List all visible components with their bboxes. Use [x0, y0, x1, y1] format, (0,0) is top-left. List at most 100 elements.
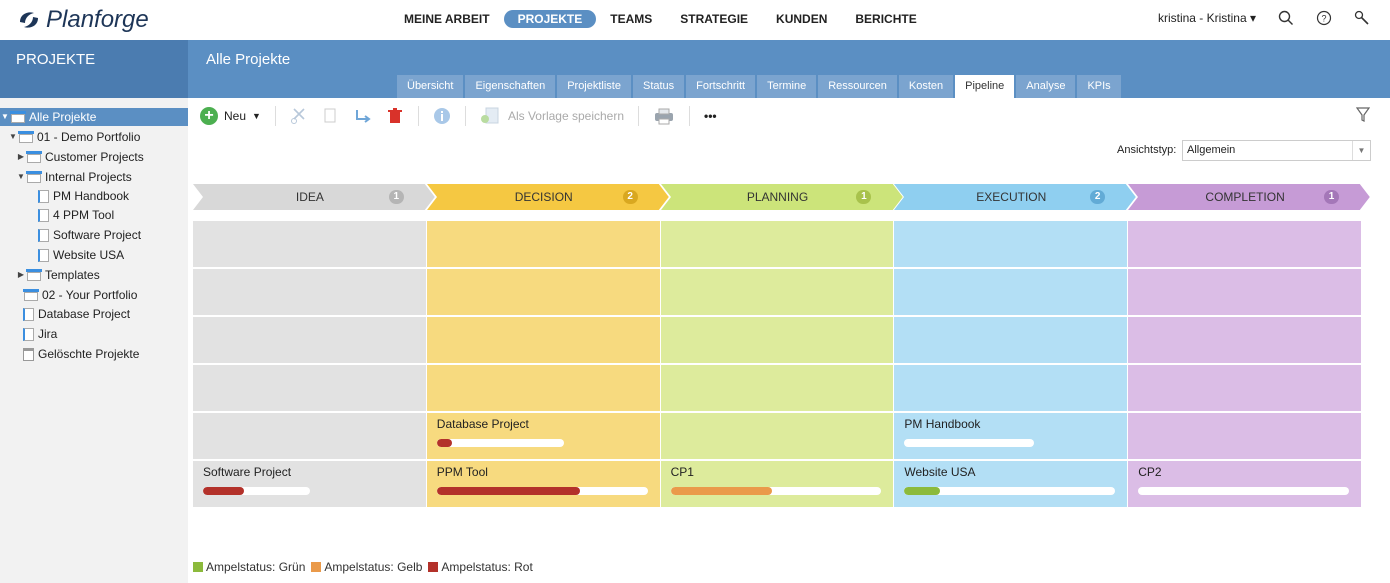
stage-header-execution[interactable] — [894, 184, 1138, 210]
tree-item-database-project[interactable]: Database Project — [23, 305, 130, 323]
tab-projektliste[interactable]: Projektliste — [557, 75, 631, 98]
app-logo[interactable]: Planforge — [18, 6, 149, 34]
nav-meine-arbeit[interactable]: MEINE ARBEIT — [404, 12, 490, 26]
tab-uebersicht[interactable]: Übersicht — [397, 75, 464, 98]
cut-icon[interactable] — [290, 107, 308, 125]
pipeline-cell — [426, 365, 660, 412]
collapse-icon[interactable]: ▶ — [17, 152, 25, 161]
nav-berichte[interactable]: BERICHTE — [855, 12, 917, 26]
tab-kpis[interactable]: KPIs — [1077, 75, 1121, 98]
project-card-title[interactable]: PM Handbook — [904, 417, 981, 431]
collapse-icon[interactable]: ▶ — [17, 270, 25, 279]
tab-pipeline[interactable]: Pipeline — [955, 75, 1015, 98]
pipeline-cell — [1128, 269, 1361, 316]
project-progress-bar — [203, 487, 310, 495]
save-as-template-label: Als Vorlage speichern — [507, 109, 625, 123]
pipeline-cell — [660, 365, 894, 412]
expand-icon[interactable]: ▼ — [9, 132, 17, 141]
filter-icon[interactable] — [1356, 107, 1370, 123]
tree-item-internal-projects[interactable]: ▼ Internal Projects — [16, 168, 132, 186]
expand-icon[interactable]: ▼ — [1, 112, 9, 121]
template-icon — [480, 107, 499, 124]
svg-text:?: ? — [1321, 14, 1326, 24]
pipeline-cell — [193, 317, 426, 364]
nav-kunden[interactable]: KUNDEN — [776, 12, 828, 26]
tab-termine[interactable]: Termine — [757, 75, 817, 98]
project-card-title[interactable]: PPM Tool — [436, 465, 488, 479]
project-card-title[interactable]: Website USA — [904, 465, 976, 479]
tree-item-website-usa[interactable]: Website USA — [38, 246, 124, 264]
copy-icon[interactable] — [322, 107, 340, 125]
logo-icon — [20, 12, 38, 28]
expand-icon[interactable]: ▼ — [17, 172, 25, 181]
tree-item-alle-projekte[interactable]: ▼ Alle Projekte — [0, 108, 188, 126]
tree-item-deleted-projects[interactable]: Gelöschte Projekte — [23, 345, 139, 363]
nav-projekte[interactable]: PROJEKTE — [503, 10, 597, 28]
tree-item-pm-handbook[interactable]: PM Handbook — [38, 187, 129, 205]
pipeline-cell — [660, 413, 894, 460]
delete-icon[interactable] — [386, 107, 404, 125]
move-icon[interactable] — [354, 107, 372, 125]
stage-count-badge: 1 — [388, 190, 404, 204]
pipeline-cell — [193, 461, 426, 508]
divider — [638, 106, 640, 126]
tree-item-label: PM Handbook — [53, 189, 130, 203]
main-nav: MEINE ARBEIT PROJEKTE TEAMS STRATEGIE KU… — [390, 10, 931, 28]
stage-count-badge: 1 — [856, 190, 872, 204]
stage-column-planning — [660, 221, 894, 509]
new-button-label: Neu — [224, 109, 247, 123]
stage-label: PLANNING — [746, 190, 809, 204]
more-button[interactable]: ••• — [704, 109, 717, 123]
portfolio-icon — [10, 111, 26, 123]
pipeline-cell — [193, 269, 426, 316]
stage-label: IDEA — [295, 190, 324, 204]
tree-item-jira[interactable]: Jira — [23, 325, 57, 343]
legend-item-yellow: Ampelstatus: Gelb — [311, 560, 422, 574]
stage-count-badge: 2 — [622, 190, 638, 204]
stage-header-planning[interactable] — [660, 184, 905, 210]
project-card-title[interactable]: Software Project — [203, 465, 292, 479]
stage-header-completion[interactable] — [1128, 184, 1372, 210]
tree-item-templates[interactable]: ▶ Templates — [16, 266, 100, 284]
project-icon — [38, 208, 49, 222]
legend-label: Ampelstatus: Gelb — [324, 560, 423, 574]
tab-status[interactable]: Status — [632, 75, 685, 98]
search-icon[interactable] — [1278, 10, 1294, 26]
chevron-down-icon: ▼ — [252, 111, 261, 121]
tab-fortschritt[interactable]: Fortschritt — [686, 75, 756, 98]
tree-item-demo-portfolio[interactable]: ▼ 01 - Demo Portfolio — [8, 128, 140, 146]
legend-item-green: Ampelstatus: Grün — [193, 560, 305, 574]
project-card-title[interactable]: CP1 — [670, 465, 694, 479]
nav-strategie[interactable]: STRATEGIE — [680, 12, 749, 26]
tree-item-label: Templates — [45, 268, 100, 282]
tab-ressourcen[interactable]: Ressourcen — [818, 75, 897, 98]
sidebar: ▼ Alle Projekte ▼ 01 - Demo Portfolio ▶ … — [0, 98, 188, 583]
info-icon[interactable] — [433, 107, 451, 125]
tab-eigenschaften[interactable]: Eigenschaften — [465, 75, 556, 98]
new-button[interactable]: + Neu ▼ — [200, 107, 261, 125]
view-type-label: Ansichtstyp: — [1117, 144, 1177, 156]
save-as-template-button[interactable]: Als Vorlage speichern — [480, 107, 624, 125]
tree-item-customer-projects[interactable]: ▶ Customer Projects — [16, 148, 144, 166]
tree-item-your-portfolio[interactable]: 02 - Your Portfolio — [23, 286, 137, 304]
project-icon — [38, 189, 49, 203]
project-card-title[interactable]: CP2 — [1138, 465, 1162, 479]
tree-item-label: 4 PPM Tool — [53, 208, 115, 222]
tab-analyse[interactable]: Analyse — [1016, 75, 1076, 98]
stage-header-idea[interactable] — [193, 184, 437, 210]
help-icon[interactable]: ? — [1316, 10, 1332, 26]
settings-icon[interactable] — [1354, 10, 1370, 26]
project-card-title[interactable]: Database Project — [436, 417, 529, 431]
view-type-select[interactable]: Allgemein ▼ — [1182, 140, 1371, 161]
tree-item-software-project[interactable]: Software Project — [38, 226, 141, 244]
stage-header-decision[interactable] — [426, 184, 671, 210]
nav-teams[interactable]: TEAMS — [610, 12, 653, 26]
tab-kosten[interactable]: Kosten — [898, 75, 954, 98]
pipeline-cell — [894, 269, 1128, 316]
print-icon[interactable] — [653, 107, 675, 125]
stage-column-completion — [1128, 221, 1361, 509]
user-menu[interactable]: kristina - Kristina ▾ — [1157, 11, 1256, 25]
progress-fill — [203, 487, 244, 495]
tree-item-ppm-tool[interactable]: 4 PPM Tool — [38, 206, 114, 224]
stage-label: COMPLETION — [1205, 190, 1285, 204]
